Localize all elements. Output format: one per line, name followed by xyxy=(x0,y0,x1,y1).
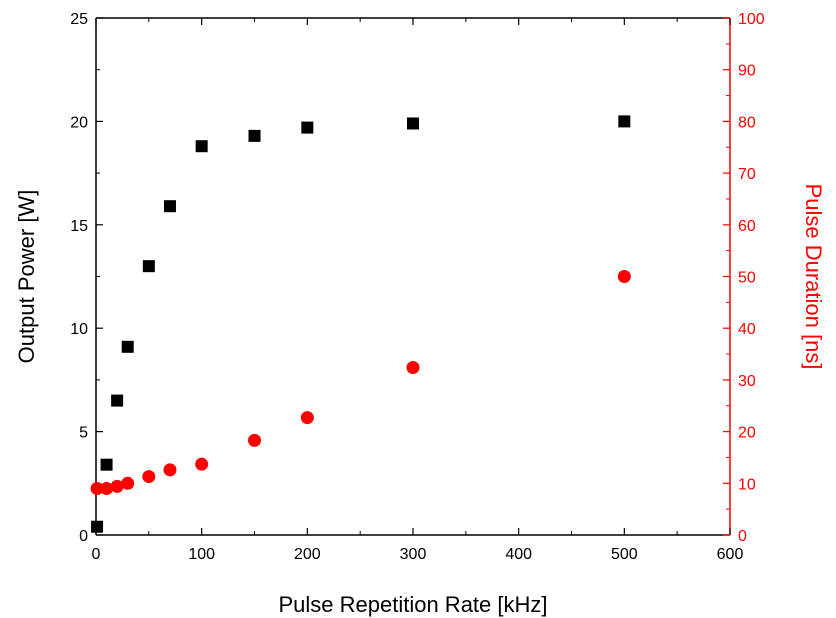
x-tick-label: 100 xyxy=(188,546,215,563)
power-point xyxy=(100,458,113,471)
y-right-tick-label: 20 xyxy=(738,425,756,442)
y-left-tick-label: 0 xyxy=(79,528,88,545)
power-point xyxy=(618,115,631,128)
y-right-tick-label: 70 xyxy=(738,166,756,183)
duration-point xyxy=(300,411,314,425)
power-point xyxy=(195,140,208,153)
duration-point xyxy=(142,470,156,484)
x-tick-label: 500 xyxy=(611,546,638,563)
y-right-tick-label: 40 xyxy=(738,321,756,338)
duration-point xyxy=(100,481,114,495)
power-point xyxy=(301,121,314,134)
y-left-axis-title: Output Power [W] xyxy=(14,190,39,364)
axes-layer: 0 100 200 300 400 500 600051015202501020304050… xyxy=(70,11,765,563)
x-tick-label: 300 xyxy=(400,546,427,563)
y-right-tick-label: 0 xyxy=(738,528,747,545)
x-axis-title: Pulse Repetition Rate [kHz] xyxy=(278,592,547,617)
duration-point xyxy=(406,360,420,374)
y-right-tick-label: 50 xyxy=(738,270,756,287)
y-right-tick-label: 80 xyxy=(738,114,756,131)
duration-point xyxy=(195,457,209,471)
y-right-axis-title: Pulse Duration [ns] xyxy=(801,184,826,370)
y-left-tick-label: 10 xyxy=(70,321,88,338)
power-point xyxy=(407,117,419,130)
duration-point xyxy=(110,479,124,493)
y-right-tick-label: 30 xyxy=(738,373,756,390)
x-tick-label: 600 xyxy=(717,546,744,563)
power-point xyxy=(163,200,176,213)
power-point xyxy=(121,340,134,353)
duration-point xyxy=(121,476,135,490)
x-tick-label: 0 xyxy=(92,546,101,563)
x-tick-label: 200 xyxy=(294,546,321,563)
y-right-tick-label: 60 xyxy=(738,218,756,235)
power-point xyxy=(248,129,261,142)
y-left-tick-label: 5 xyxy=(79,425,88,442)
duration-point xyxy=(163,463,177,477)
y-right-tick-label: 90 xyxy=(738,63,756,80)
power-point xyxy=(111,394,124,407)
duration-point xyxy=(90,481,104,495)
duration-point xyxy=(248,433,261,447)
power-point xyxy=(91,520,104,533)
marks-layer xyxy=(90,115,631,533)
duration-point xyxy=(617,270,631,283)
y-right-tick-label: 100 xyxy=(738,11,765,28)
power-point xyxy=(142,260,155,273)
x-tick-label: 400 xyxy=(505,546,532,563)
y-right-tick-label: 10 xyxy=(738,476,756,493)
y-left-tick-label: 25 xyxy=(70,11,88,28)
y-left-tick-label: 20 xyxy=(70,114,88,131)
y-left-tick-label: 15 xyxy=(70,218,88,235)
